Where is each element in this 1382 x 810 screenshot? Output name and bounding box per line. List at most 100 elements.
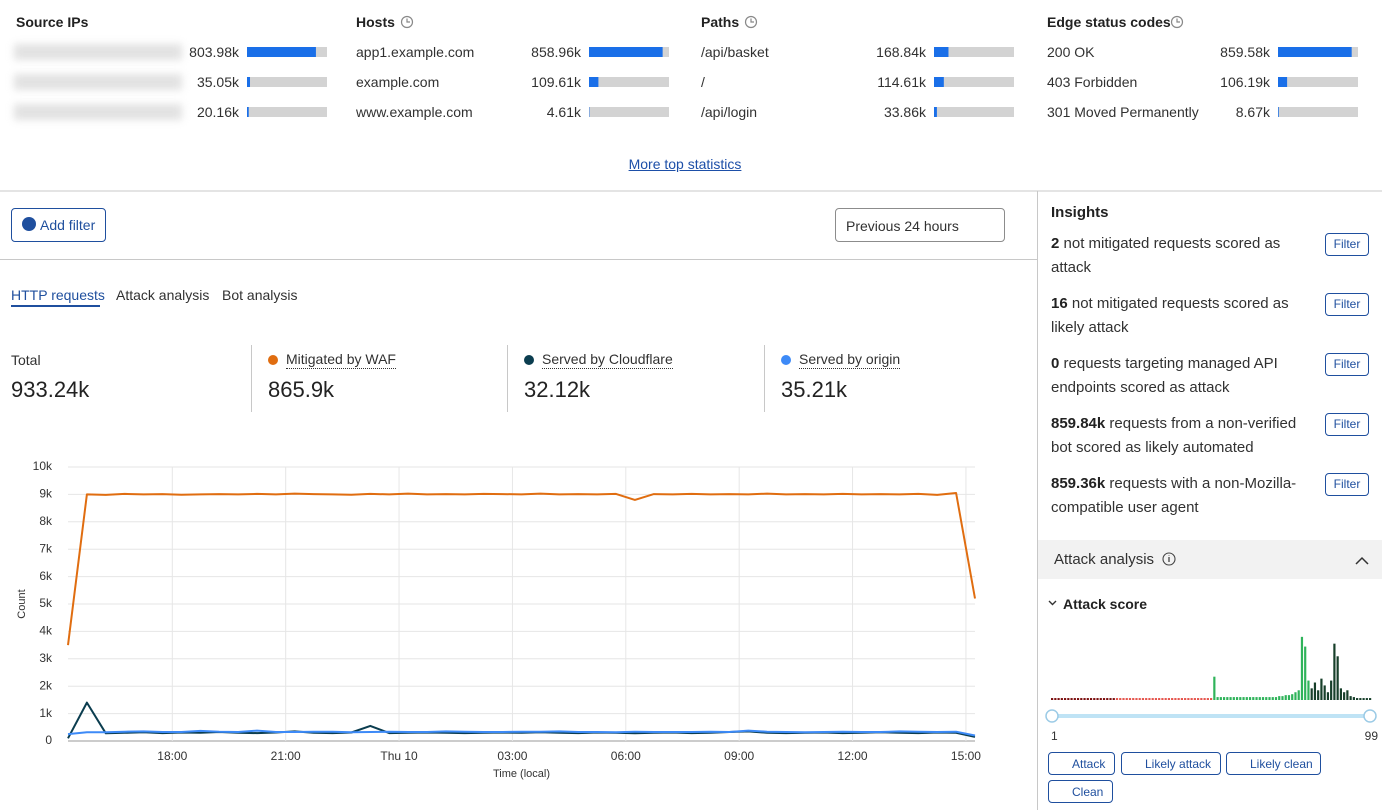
stat-label: app1.example.com: [356, 44, 475, 60]
legend-button[interactable]: [1226, 752, 1321, 775]
stat-bar: [247, 47, 316, 57]
slider-handle: [1045, 709, 1059, 723]
stat-bar: [247, 77, 251, 87]
stat-value: 4.61k: [546, 104, 581, 120]
score-bar: [1359, 698, 1362, 700]
score-bar: [1119, 698, 1122, 700]
score-bar: [1089, 698, 1093, 700]
score-bar: [1333, 643, 1336, 700]
collapse-icon: [1355, 556, 1369, 565]
legend-button[interactable]: [1048, 780, 1113, 803]
score-bar: [1346, 690, 1349, 700]
legend-label: Served by origin: [799, 351, 901, 369]
stat-bar: [589, 47, 663, 57]
score-bar: [1063, 698, 1067, 700]
legend-button[interactable]: [1048, 752, 1115, 775]
stat-label: example.com: [356, 74, 440, 90]
clock-icon: [1170, 15, 1184, 29]
stat-label: /api/basket: [701, 44, 769, 60]
score-bar: [1070, 698, 1073, 700]
score-bar: [1291, 694, 1294, 700]
score-bar: [1076, 698, 1080, 700]
y-tick-label: 6k: [39, 569, 53, 583]
time-range-select[interactable]: [835, 208, 1005, 242]
filter-button[interactable]: Filter: [1325, 413, 1369, 436]
clock-icon: [400, 15, 414, 29]
score-bar: [1229, 697, 1232, 700]
score-bar: [1265, 697, 1268, 700]
filter-button[interactable]: Filter: [1325, 233, 1369, 256]
score-bar: [1073, 698, 1076, 700]
y-axis-label: Count: [16, 589, 28, 618]
redacted-ip: [14, 44, 182, 60]
filter-button[interactable]: Filter: [1325, 353, 1369, 376]
score-bar: [1093, 698, 1096, 700]
score-bar: [1193, 698, 1196, 700]
y-tick-label: 4k: [39, 624, 53, 638]
score-bar: [1177, 698, 1180, 700]
stat-bar: [934, 47, 949, 57]
x-tick-label: Thu 10: [380, 749, 418, 763]
summary-value: 865.9k: [268, 377, 335, 402]
series-line: [67, 729, 976, 737]
summary-label: Total: [11, 352, 41, 368]
chevron-icon: [1048, 600, 1057, 606]
stat-value: 8.67k: [1235, 104, 1270, 120]
insight-description: not mitigated requests scored as likely …: [1051, 295, 1289, 336]
insight-description: requests from a non-verified bot scored …: [1051, 415, 1297, 456]
stat-label: /api/login: [701, 104, 758, 120]
score-bar: [1339, 688, 1342, 700]
legend-button[interactable]: [1121, 752, 1221, 775]
filter-button[interactable]: Filter: [1325, 473, 1369, 496]
redacted-ip: [14, 104, 182, 120]
score-bar: [1281, 696, 1284, 700]
score-bar: [1122, 698, 1125, 700]
stat-bar: [934, 107, 937, 117]
score-bar: [1222, 697, 1226, 700]
stat-bar-track: [934, 77, 1014, 87]
more-statistics-link[interactable]: More top statistics: [628, 156, 742, 172]
y-tick-label: 10k: [33, 459, 53, 473]
stat-bar: [589, 77, 599, 87]
x-tick-label: 18:00: [157, 749, 187, 763]
stat-bar: [247, 107, 249, 117]
stat-bar: [1278, 77, 1288, 87]
stat-bar-track: [934, 107, 1014, 117]
stat-label: www.example.com: [356, 104, 473, 120]
info-icon: [1162, 552, 1176, 566]
score-bar: [1356, 698, 1359, 700]
score-bar: [1210, 698, 1213, 700]
legend-label: Mitigated by WAF: [286, 351, 396, 369]
stat-bar-track: [247, 107, 327, 117]
stat-bar-track: [247, 77, 327, 87]
score-bar: [1300, 636, 1304, 700]
insight-count: 0: [1051, 355, 1060, 372]
legend-label: Attack: [1072, 757, 1106, 771]
score-bar: [1106, 698, 1109, 700]
x-tick-label: 09:00: [724, 749, 754, 763]
tab[interactable]: HTTP requests: [11, 287, 105, 303]
score-bar: [1138, 698, 1141, 700]
legend-dot: [781, 355, 791, 365]
tab[interactable]: Bot analysis: [222, 287, 298, 303]
insight-count: 859.84k: [1051, 415, 1106, 432]
summary-value: 35.21k: [781, 377, 848, 402]
score-bar: [1278, 696, 1281, 700]
slider-label: 99: [1365, 729, 1379, 743]
stat-value: 168.84k: [876, 44, 926, 60]
score-bar: [1313, 682, 1317, 700]
score-bar: [1317, 690, 1320, 700]
filter-button[interactable]: Filter: [1325, 293, 1369, 316]
add-filter-button[interactable]: [11, 208, 106, 242]
x-tick-label: 12:00: [838, 749, 868, 763]
score-bar: [1141, 698, 1145, 700]
tab[interactable]: Attack analysis: [116, 287, 210, 303]
redacted-ip: [14, 74, 182, 90]
score-bar: [1187, 698, 1190, 700]
stat-title: Edge status codes: [1047, 14, 1171, 30]
histogram-title: Attack score: [1063, 596, 1148, 612]
add-icon: [22, 217, 36, 231]
score-bar: [1167, 698, 1171, 700]
score-bar: [1158, 698, 1161, 700]
stat-bar-track: [934, 47, 1014, 57]
